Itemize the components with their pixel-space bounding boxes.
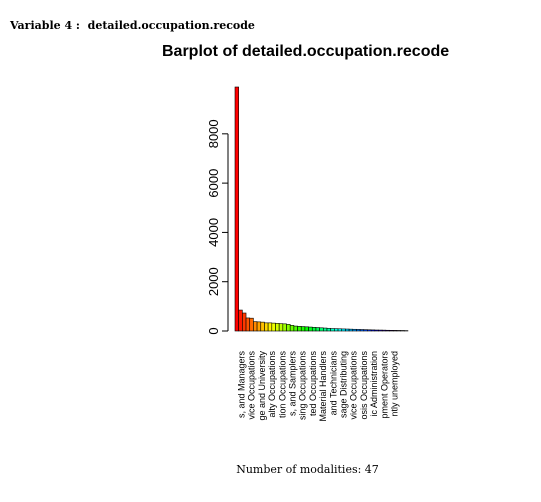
bar bbox=[275, 323, 280, 332]
bar bbox=[363, 329, 368, 332]
bar bbox=[256, 321, 262, 332]
category-label: sing Occupations bbox=[298, 351, 308, 421]
bar bbox=[260, 321, 265, 332]
bar bbox=[264, 322, 269, 332]
bar bbox=[271, 322, 276, 332]
bar bbox=[253, 321, 258, 332]
bar bbox=[242, 312, 247, 332]
bar bbox=[378, 329, 383, 332]
category-label: and Technicians bbox=[328, 351, 338, 416]
bar bbox=[319, 327, 324, 332]
category-label: osis Occupations bbox=[359, 351, 369, 420]
bar bbox=[238, 309, 243, 332]
bar bbox=[392, 330, 398, 332]
bar bbox=[289, 325, 295, 332]
category-label: ted Occupations bbox=[308, 351, 318, 417]
category-label: ic Administration bbox=[369, 351, 379, 417]
category-label: alty Occupations bbox=[267, 351, 277, 418]
bar bbox=[282, 323, 287, 332]
category-label: s, and Managers bbox=[237, 351, 247, 419]
category-label: Material Handlers bbox=[318, 351, 328, 422]
bars bbox=[234, 86, 409, 332]
bar bbox=[300, 326, 306, 332]
bar bbox=[345, 328, 350, 332]
variable-heading: Variable 4 : detailed.occupation.recode bbox=[10, 19, 255, 32]
category-label: sage Distributing bbox=[339, 351, 349, 418]
chart-title: Barplot of detailed.occupation.recode bbox=[162, 43, 449, 60]
category-label: s, and Samplers bbox=[288, 351, 298, 417]
y-axis: 0 2000 4000 6000 8000 bbox=[206, 119, 229, 335]
bar bbox=[381, 329, 387, 332]
bar bbox=[385, 329, 390, 332]
bar bbox=[278, 323, 284, 332]
bar bbox=[249, 317, 254, 332]
category-label: vice Occupations bbox=[349, 351, 359, 420]
bar bbox=[315, 327, 320, 332]
category-labels: s, and Managers vice Occupations ge and Un… bbox=[237, 351, 400, 422]
bar bbox=[267, 322, 273, 332]
bar bbox=[234, 86, 239, 332]
y-tick-label: 2000 bbox=[206, 267, 221, 296]
category-label: ntly unemployed bbox=[390, 351, 400, 417]
bar bbox=[245, 317, 251, 332]
y-tick-label: 4000 bbox=[206, 218, 221, 247]
category-label: vice Occupations bbox=[247, 351, 257, 420]
bar bbox=[341, 328, 346, 332]
bar bbox=[370, 329, 376, 332]
bar bbox=[389, 330, 394, 332]
bar bbox=[297, 326, 302, 332]
bar bbox=[367, 329, 372, 332]
bar bbox=[323, 327, 328, 332]
bar bbox=[286, 324, 291, 332]
bar bbox=[326, 327, 331, 332]
bar bbox=[352, 328, 357, 332]
category-label: pment Operators bbox=[379, 351, 389, 419]
bar bbox=[304, 326, 309, 332]
bar bbox=[356, 329, 361, 332]
bar bbox=[330, 328, 335, 332]
bar bbox=[374, 329, 379, 332]
y-tick-label: 8000 bbox=[206, 119, 221, 148]
bar bbox=[334, 328, 339, 332]
category-label: ge and University bbox=[257, 351, 267, 421]
y-tick-label: 0 bbox=[206, 327, 221, 334]
modalities-count: Number of modalities: 47 bbox=[236, 463, 379, 476]
bar bbox=[396, 330, 401, 332]
bar bbox=[311, 326, 317, 332]
bar bbox=[293, 325, 298, 332]
bar bbox=[337, 328, 343, 332]
category-label: tion Occupations bbox=[277, 351, 287, 419]
y-tick-label: 6000 bbox=[206, 169, 221, 198]
bar bbox=[348, 328, 354, 332]
bar bbox=[308, 326, 313, 332]
bar bbox=[359, 329, 365, 332]
